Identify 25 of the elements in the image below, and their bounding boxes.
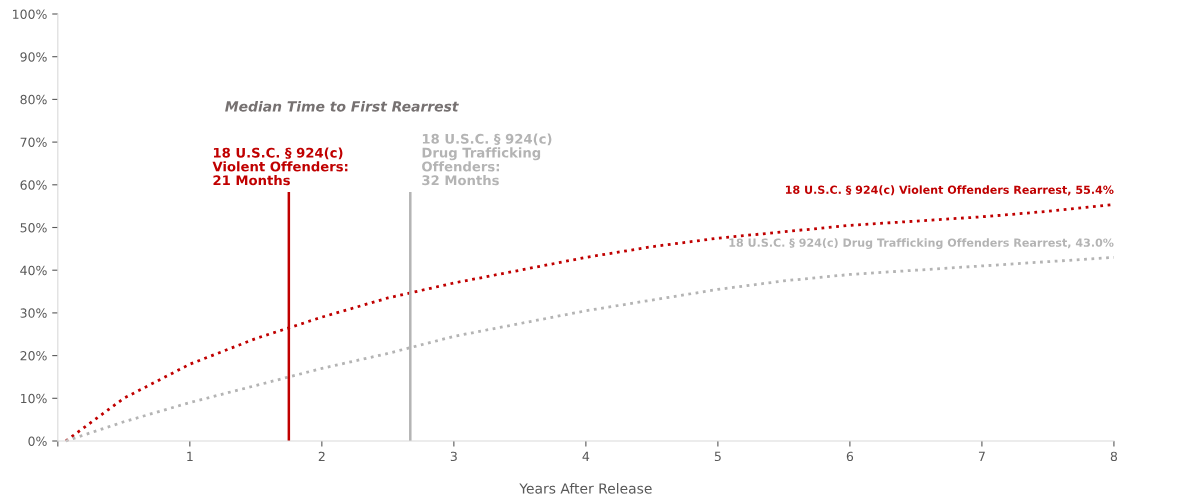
x-tick-label: 2 bbox=[318, 451, 325, 461]
x-tick-label: 1 bbox=[187, 451, 193, 461]
y-tick-label: 70% bbox=[20, 137, 47, 148]
y-tick-label: 90% bbox=[20, 52, 47, 62]
text: Median Time to First Rearrest bbox=[225, 100, 459, 112]
series-label: 18 U.S.C. § 924(c) Violent Offenders Rearrest, 55.4% bbox=[785, 185, 1114, 196]
y-tick-label: 60% bbox=[20, 180, 47, 190]
annotation: 18 U.S.C. § 924(c) Violent Offenders: 21 Months bbox=[212, 147, 348, 186]
x-tick-label: 4 bbox=[582, 451, 590, 461]
x-tick-label: 6 bbox=[846, 451, 854, 462]
x-tick-label: 3 bbox=[450, 451, 457, 462]
x-tick-label: 5 bbox=[714, 451, 721, 462]
y-tick-label: 50% bbox=[20, 222, 47, 233]
y-tick-label: 40% bbox=[20, 265, 47, 276]
x-axis-title: Years After Release bbox=[519, 482, 652, 494]
y-tick-label: 30% bbox=[20, 308, 47, 318]
x-tick-label: 8 bbox=[1110, 451, 1118, 462]
y-tick-label: 80% bbox=[20, 94, 47, 105]
x-tick-label: 7 bbox=[978, 451, 985, 461]
y-tick-label: 0% bbox=[28, 436, 47, 446]
y-tick-label: 20% bbox=[20, 351, 47, 361]
series-label: 18 U.S.C. § 924(c) Drug Trafficking Offenders Rearrest, 43.0% bbox=[729, 238, 1114, 250]
annotation: 18 U.S.C. § 924(c) Drug Trafficking Offenders: 32 Months bbox=[422, 133, 552, 186]
y-tick-label: 100% bbox=[13, 9, 47, 19]
y-tick-label: 10% bbox=[20, 393, 47, 404]
